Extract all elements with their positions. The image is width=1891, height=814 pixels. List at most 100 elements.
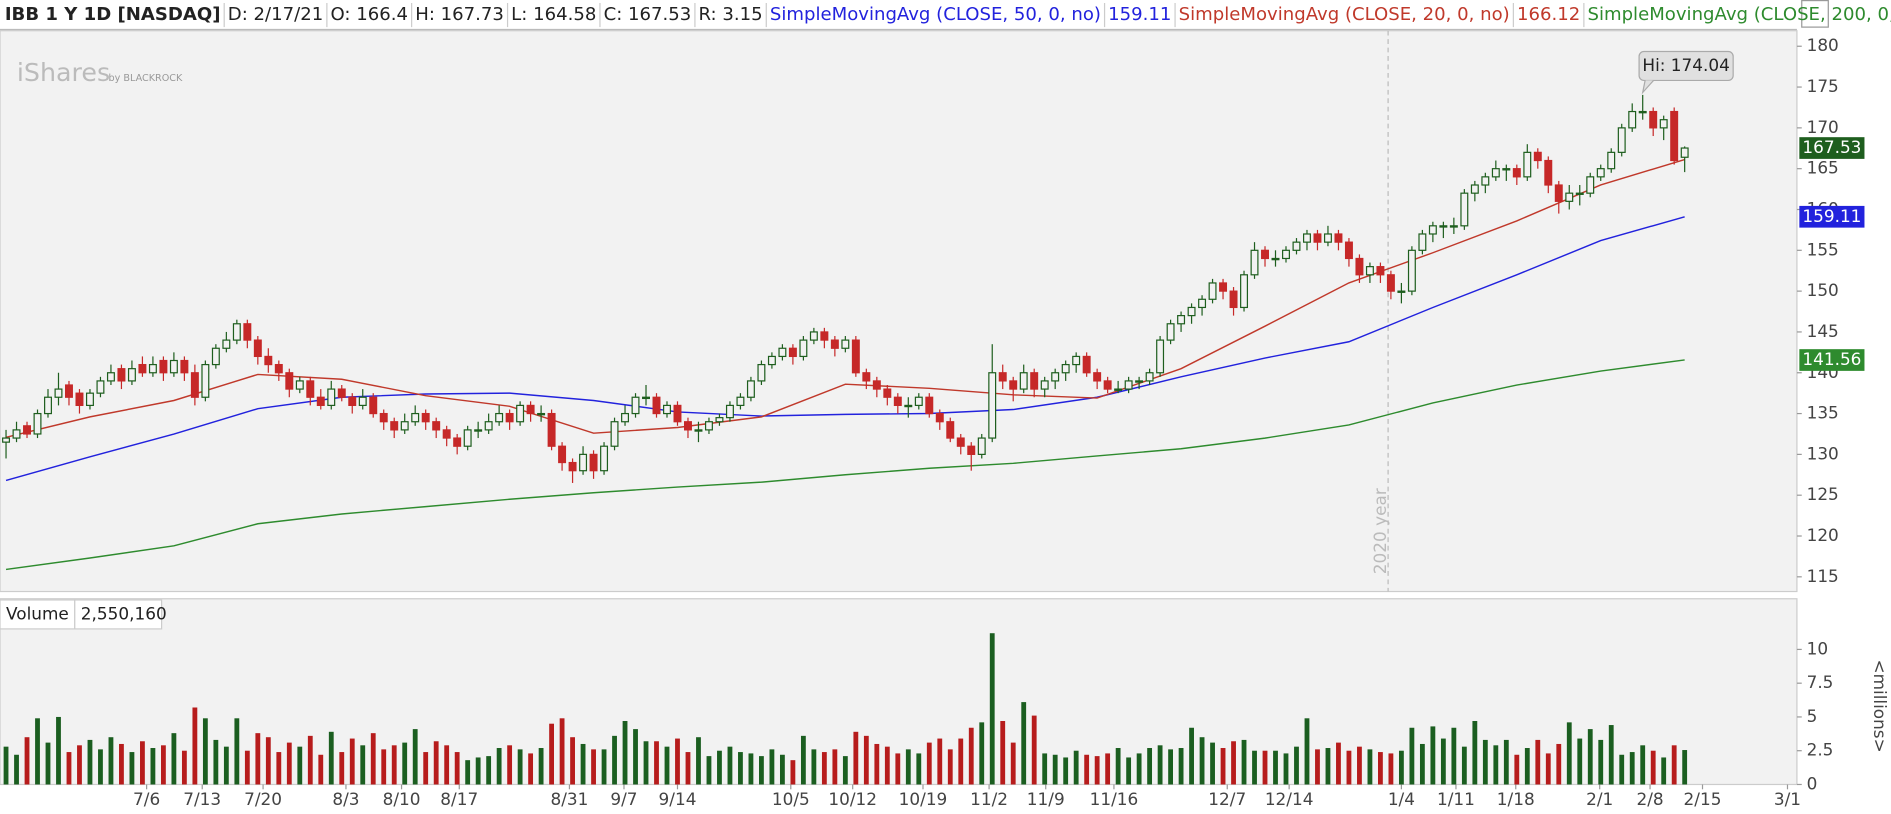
volume-bar bbox=[171, 733, 177, 785]
volume-bar bbox=[654, 741, 659, 785]
candle-body bbox=[306, 380, 315, 398]
candle-body bbox=[568, 461, 577, 472]
candle-body bbox=[12, 429, 21, 439]
candle-body bbox=[358, 396, 367, 407]
x-tick-label: 7/6 bbox=[133, 789, 160, 809]
candle-body bbox=[642, 396, 650, 400]
candle-body bbox=[1019, 372, 1028, 390]
volume-bar bbox=[286, 742, 292, 785]
candle-body bbox=[883, 388, 892, 398]
candle-body bbox=[421, 412, 430, 423]
legend-value: 159.11 bbox=[1108, 4, 1171, 25]
volume-bar bbox=[381, 749, 387, 785]
y-tick-label: 155 bbox=[1807, 239, 1839, 259]
candle-body bbox=[159, 359, 168, 374]
volume-bar bbox=[1629, 752, 1635, 785]
volume-bar bbox=[1168, 749, 1174, 785]
volume-bar bbox=[328, 731, 334, 785]
volume-bar bbox=[800, 735, 806, 785]
volume-bar bbox=[349, 738, 355, 785]
legend-name: SimpleMovingAvg (CLOSE, 200, 0, no) bbox=[1587, 4, 1891, 25]
candle-body bbox=[495, 412, 504, 423]
candle-body bbox=[956, 437, 965, 447]
volume-bar bbox=[643, 741, 649, 785]
price-panel bbox=[0, 30, 1798, 593]
x-tick-label: 10/5 bbox=[772, 789, 810, 809]
candle-body bbox=[1397, 290, 1406, 293]
volume-bar bbox=[842, 756, 848, 785]
candle-body bbox=[1376, 266, 1385, 276]
candle-body bbox=[211, 347, 220, 366]
candle-body bbox=[600, 445, 609, 472]
volume-unit: <millions> bbox=[1870, 659, 1890, 752]
x-tick-label: 8/10 bbox=[383, 789, 421, 809]
candle-body bbox=[1166, 323, 1175, 341]
candle-body bbox=[1145, 372, 1154, 382]
candle-body bbox=[851, 339, 860, 374]
volume-bar bbox=[727, 746, 733, 785]
volume-bar bbox=[45, 742, 51, 785]
candle-body bbox=[1386, 274, 1395, 292]
candle-body bbox=[85, 392, 94, 407]
x-tick-label: 7/20 bbox=[244, 789, 282, 809]
volume-tick-label: 0 bbox=[1807, 773, 1818, 793]
volume-bar bbox=[265, 737, 271, 785]
volume-bar bbox=[465, 760, 471, 785]
candle-body bbox=[54, 388, 63, 398]
candle-body bbox=[547, 412, 556, 447]
candle-body bbox=[1533, 151, 1542, 162]
volume-bar bbox=[192, 707, 198, 785]
candle-body bbox=[1030, 372, 1039, 390]
volume-bar bbox=[244, 750, 250, 785]
volume-bar bbox=[1451, 727, 1457, 785]
volume-bar bbox=[1126, 757, 1132, 785]
volume-tick-label: 5 bbox=[1807, 706, 1818, 726]
hi-label: Hi: 174.04 bbox=[1642, 55, 1729, 75]
volume-bar bbox=[1115, 748, 1121, 785]
candle-body bbox=[484, 421, 493, 431]
volume-bar bbox=[1650, 750, 1656, 785]
volume-bar bbox=[213, 739, 219, 785]
draw-tool-icon[interactable] bbox=[1801, 0, 1829, 28]
y-tick-label: 135 bbox=[1807, 403, 1839, 423]
candle-body bbox=[1523, 151, 1532, 178]
volume-bar bbox=[1010, 742, 1016, 785]
y-tick-label: 180 bbox=[1807, 35, 1839, 55]
candle-body bbox=[1302, 233, 1311, 243]
candle-body bbox=[1575, 192, 1584, 195]
volume-bar bbox=[1461, 746, 1467, 785]
candle-body bbox=[169, 359, 178, 374]
volume-bar bbox=[1608, 725, 1614, 785]
candle-body bbox=[1586, 176, 1595, 194]
x-tick-label: 2/1 bbox=[1586, 789, 1613, 809]
candle-body bbox=[925, 396, 934, 415]
volume-bar bbox=[811, 749, 817, 785]
candle-body bbox=[390, 421, 399, 431]
candle-body bbox=[1481, 176, 1490, 186]
x-tick-label: 11/16 bbox=[1090, 789, 1139, 809]
volume-bar bbox=[863, 735, 869, 785]
y-tick-label: 170 bbox=[1807, 117, 1839, 137]
candle-body bbox=[1135, 380, 1144, 383]
x-tick-label: 10/19 bbox=[899, 789, 948, 809]
y-tick-label: 145 bbox=[1807, 321, 1839, 341]
x-tick-label: 2/8 bbox=[1636, 789, 1663, 809]
volume-bar bbox=[129, 752, 135, 785]
volume-bar bbox=[234, 718, 240, 785]
volume-bar bbox=[1094, 756, 1100, 785]
volume-bar bbox=[779, 754, 785, 785]
candle-body bbox=[1365, 266, 1374, 276]
y-tick-label: 120 bbox=[1807, 525, 1839, 545]
logo: iShares bbox=[17, 57, 110, 87]
candle-body bbox=[526, 404, 535, 415]
candle-body bbox=[411, 412, 420, 423]
candle-body bbox=[1250, 249, 1259, 276]
volume-bar bbox=[119, 743, 124, 785]
quote-item: L: 164.58 bbox=[511, 4, 596, 25]
x-tick-label: 9/7 bbox=[610, 789, 637, 809]
volume-bar bbox=[1021, 702, 1027, 785]
candle-body bbox=[935, 412, 944, 423]
candle-body bbox=[222, 339, 231, 349]
volume-tick-label: 2.5 bbox=[1807, 740, 1834, 760]
candle-body bbox=[1439, 225, 1448, 228]
